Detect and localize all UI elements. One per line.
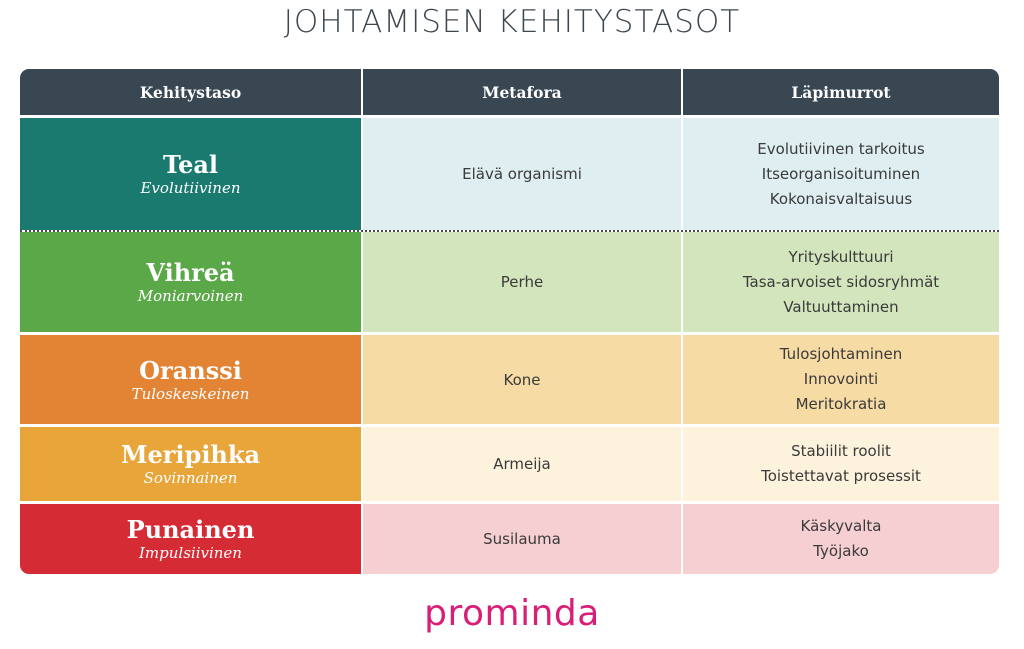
level-cell: Meripihka Sovinnainen (20, 427, 361, 501)
metaphor-cell: Perhe (363, 232, 681, 332)
breakthrough-item: Toistettavat prosessit (761, 467, 921, 485)
level-subtitle: Impulsiivinen (139, 544, 242, 562)
breakthrough-item: Valtuuttaminen (783, 297, 899, 316)
breakthrough-item: Yrityskulttuuri (788, 247, 894, 266)
table-row: Oranssi Tuloskeskeinen Kone Tulosjohtami… (20, 335, 999, 424)
level-subtitle: Evolutiivinen (140, 179, 241, 197)
level-cell: Teal Evolutiivinen (20, 118, 361, 230)
header-lapimurrot: Läpimurrot (683, 69, 999, 115)
breakthrough-item: Itseorganisoituminen (761, 164, 921, 183)
page-title: JOHTAMISEN KEHITYSTASOT (283, 4, 741, 40)
header-metafora: Metafora (363, 69, 681, 115)
breakthroughs-cell: Yrityskulttuuri Tasa-arvoiset sidosryhmä… (683, 232, 999, 332)
level-name: Vihreä (146, 258, 235, 287)
metaphor-cell: Kone (363, 335, 681, 424)
level-subtitle: Tuloskeskeinen (131, 384, 250, 403)
breakthroughs-cell: Käskyvalta Työjako (683, 504, 999, 574)
level-name: Teal (162, 150, 219, 179)
breakthrough-item: Meritokratia (795, 395, 887, 413)
table-row: Teal Evolutiivinen Elävä organismi Evolu… (20, 118, 999, 230)
breakthrough-item: Kokonaisvaltaisuus (769, 189, 913, 208)
breakthrough-item: Työjako (813, 542, 869, 560)
breakthrough-item: Tasa-arvoiset sidosryhmät (742, 272, 940, 291)
breakthrough-item: Innovointi (803, 370, 879, 388)
table-row: Punainen Impulsiivinen Susilauma Käskyva… (20, 504, 999, 574)
table-row: Vihreä Moniarvoinen Perhe Yrityskulttuur… (20, 232, 999, 332)
level-cell: Oranssi Tuloskeskeinen (20, 335, 361, 424)
breakthroughs-cell: Tulosjohtaminen Innovointi Meritokratia (683, 335, 999, 424)
breakthroughs-cell: Evolutiivinen tarkoitus Itseorganisoitum… (683, 118, 999, 230)
prominda-logo: prominda (424, 593, 600, 634)
metaphor-cell: Armeija (363, 427, 681, 501)
table-row: Meripihka Sovinnainen Armeija Stabiilit … (20, 427, 999, 501)
metaphor-cell: Elävä organismi (363, 118, 681, 230)
breakthrough-item: Käskyvalta (800, 517, 882, 535)
levels-table: Kehitystaso Metafora Läpimurrot Teal Evo… (20, 69, 999, 574)
breakthrough-item: Evolutiivinen tarkoitus (757, 139, 925, 158)
level-cell: Vihreä Moniarvoinen (20, 232, 361, 332)
level-subtitle: Moniarvoinen (137, 287, 244, 305)
breakthroughs-cell: Stabiilit roolit Toistettavat prosessit (683, 427, 999, 501)
breakthrough-item: Tulosjohtaminen (779, 345, 903, 363)
breakthrough-item: Stabiilit roolit (791, 442, 891, 460)
header-kehitystaso: Kehitystaso (20, 69, 361, 115)
level-name: Meripihka (120, 440, 261, 469)
teal-divider (20, 230, 999, 232)
level-name: Oranssi (139, 355, 242, 385)
metaphor-cell: Susilauma (363, 504, 681, 574)
level-subtitle: Sovinnainen (143, 469, 238, 487)
level-name: Punainen (126, 515, 255, 544)
level-cell: Punainen Impulsiivinen (20, 504, 361, 574)
table-header-row: Kehitystaso Metafora Läpimurrot (20, 69, 999, 115)
